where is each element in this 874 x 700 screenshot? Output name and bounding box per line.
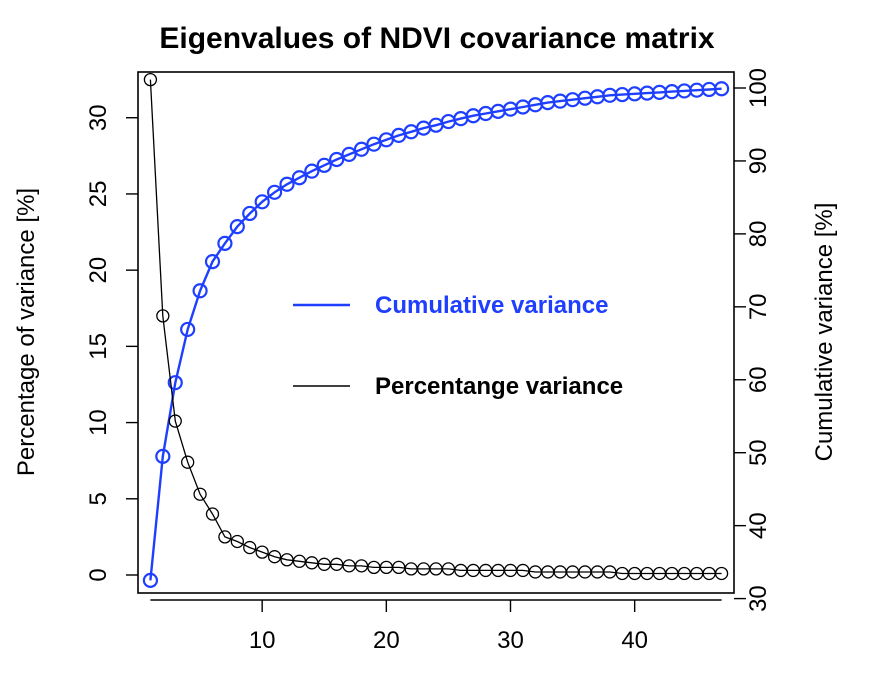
data-point xyxy=(279,176,295,192)
data-point xyxy=(180,321,196,338)
data-point xyxy=(156,309,170,323)
y-tick-label-left: 20 xyxy=(85,257,112,284)
y-tick-label-left: 5 xyxy=(85,492,112,505)
y-axis-left-label: Percentage of variance [%] xyxy=(13,188,40,476)
y-tick-label-right: 30 xyxy=(745,585,772,612)
data-point xyxy=(353,141,370,157)
series-cumulative xyxy=(142,81,730,588)
data-point xyxy=(341,146,357,162)
y-tick-label-right: 40 xyxy=(745,512,772,539)
y-axis-right-label: Cumulative variance [%] xyxy=(811,203,838,462)
series-line xyxy=(149,87,722,581)
data-point xyxy=(181,455,195,469)
data-point xyxy=(217,235,233,251)
data-point xyxy=(218,530,232,544)
x-tick-label: 20 xyxy=(373,627,400,654)
legend: Cumulative variance Percentange variance xyxy=(293,292,623,400)
data-point xyxy=(155,448,171,464)
data-point xyxy=(142,572,159,588)
data-point xyxy=(255,545,269,559)
legend-label: Percentange variance xyxy=(375,373,623,400)
data-point xyxy=(714,566,729,581)
y-tick-label-left: 15 xyxy=(85,333,112,360)
y-tick-label-right: 100 xyxy=(745,68,772,108)
legend-label: Cumulative variance xyxy=(375,292,608,319)
data-point xyxy=(168,414,182,428)
data-point xyxy=(266,184,283,200)
y-tick-label-right: 70 xyxy=(745,293,772,320)
data-point xyxy=(229,218,245,235)
data-point xyxy=(713,81,730,97)
data-point xyxy=(243,540,257,555)
y-tick-label-left: 30 xyxy=(85,104,112,131)
data-point xyxy=(205,507,220,521)
y-tick-label-right: 80 xyxy=(745,221,772,248)
data-point xyxy=(193,487,207,501)
data-point xyxy=(204,254,221,270)
series-line xyxy=(149,79,722,575)
y-tick-label-left: 25 xyxy=(85,181,112,208)
series-layer xyxy=(142,72,730,588)
y-tick-label-left: 10 xyxy=(85,409,112,436)
data-point xyxy=(143,72,158,87)
data-point xyxy=(230,534,244,549)
data-point xyxy=(242,205,258,222)
y-tick-label-left: 0 xyxy=(85,568,112,581)
data-point xyxy=(291,170,308,186)
chart-title: Eigenvalues of NDVI covariance matrix xyxy=(159,22,715,55)
y-tick-label-right: 90 xyxy=(745,148,772,175)
data-point xyxy=(316,157,332,173)
data-point xyxy=(267,550,282,564)
x-tick-label: 30 xyxy=(497,627,524,654)
x-tick-label: 10 xyxy=(249,627,276,654)
y-tick-label-right: 60 xyxy=(745,366,772,393)
x-tick-label: 40 xyxy=(621,627,648,654)
axes: 10 20 30 40 0 5 10 15 20 25 30 30 40 50 60 70 80 90 100 xyxy=(85,68,772,654)
series-percentage xyxy=(143,72,729,581)
data-point xyxy=(192,283,208,299)
data-point xyxy=(329,151,345,168)
y-tick-label-right: 50 xyxy=(745,439,772,466)
data-point xyxy=(254,194,270,210)
plot-frame xyxy=(137,71,735,594)
data-point xyxy=(304,163,320,179)
data-point xyxy=(167,375,183,391)
